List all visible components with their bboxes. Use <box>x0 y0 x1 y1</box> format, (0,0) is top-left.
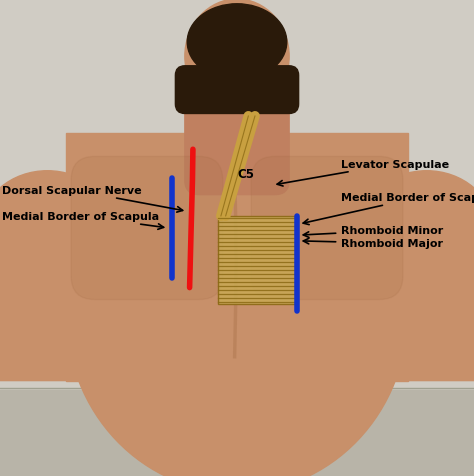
FancyBboxPatch shape <box>251 157 403 300</box>
Bar <box>66 133 408 381</box>
Text: Rhomboid Major: Rhomboid Major <box>303 239 443 248</box>
Ellipse shape <box>360 171 474 286</box>
Ellipse shape <box>0 171 114 286</box>
FancyBboxPatch shape <box>175 67 299 114</box>
Bar <box>218 217 296 305</box>
FancyBboxPatch shape <box>71 157 223 300</box>
Bar <box>0 0 474 390</box>
Text: Rhomboid Minor: Rhomboid Minor <box>303 226 444 238</box>
FancyBboxPatch shape <box>384 190 474 381</box>
Ellipse shape <box>187 5 287 81</box>
FancyBboxPatch shape <box>185 71 289 195</box>
Ellipse shape <box>185 0 289 114</box>
Bar <box>0 390 474 476</box>
Ellipse shape <box>66 136 408 476</box>
Text: Medial Border of Scapula: Medial Border of Scapula <box>303 193 474 225</box>
Text: Dorsal Scapular Nerve: Dorsal Scapular Nerve <box>2 186 182 213</box>
Text: Levator Scapulae: Levator Scapulae <box>277 159 449 187</box>
Text: Medial Border of Scapula: Medial Border of Scapula <box>2 212 164 230</box>
FancyBboxPatch shape <box>0 190 90 381</box>
Text: C5: C5 <box>237 167 254 180</box>
